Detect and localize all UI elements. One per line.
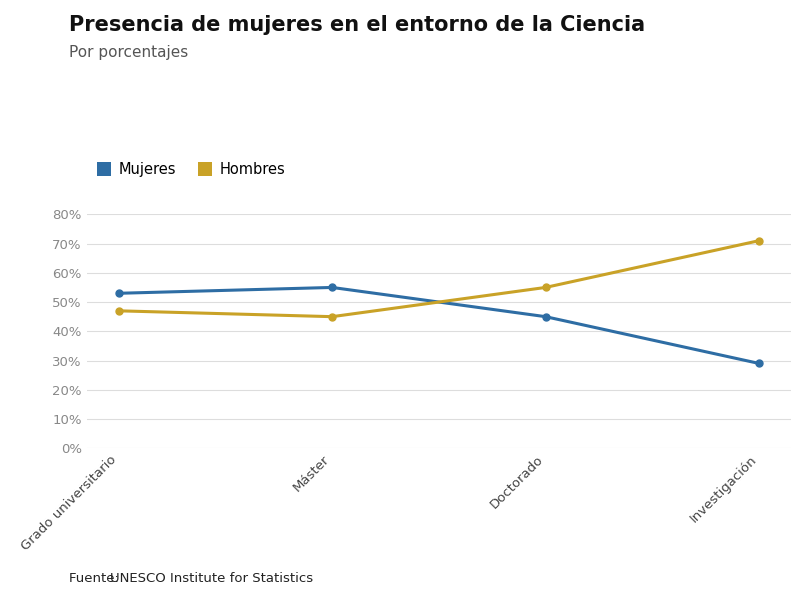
Text: UNESCO Institute for Statistics: UNESCO Institute for Statistics [110,572,314,585]
Text: Presencia de mujeres en el entorno de la Ciencia: Presencia de mujeres en el entorno de la… [69,15,645,35]
Text: Fuente:: Fuente: [69,572,123,585]
Legend: Mujeres, Hombres: Mujeres, Hombres [90,156,291,183]
Text: Por porcentajes: Por porcentajes [69,45,188,60]
